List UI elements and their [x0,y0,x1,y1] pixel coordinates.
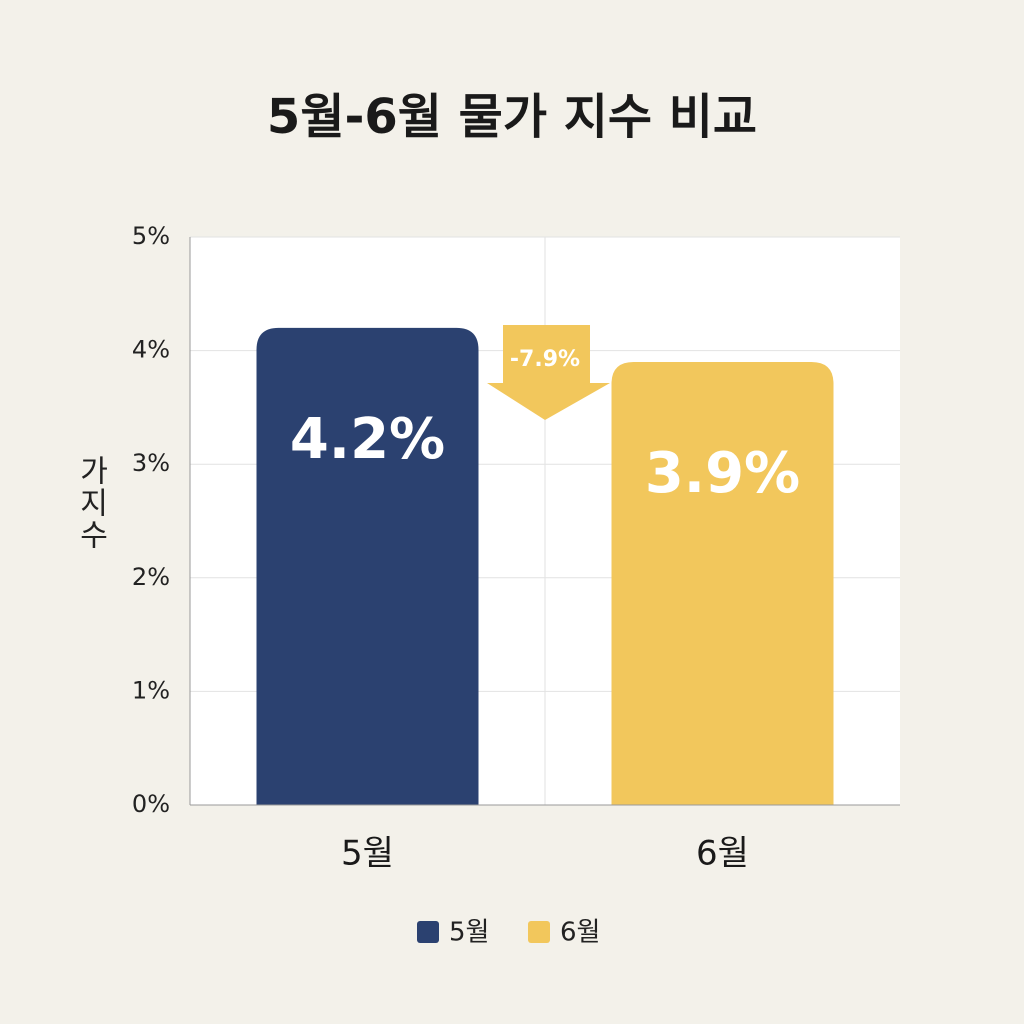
chart-title: 5월-6월 물가 지수 비교 [267,89,757,145]
y-tick-label: 0% [132,790,170,818]
y-tick-label: 4% [132,336,170,364]
bar [611,361,834,805]
x-tick-label: 5월 [341,834,394,874]
y-tick-label: 1% [132,676,170,704]
bar [256,327,479,805]
data-label: 3.9% [645,441,800,506]
legend-swatch [417,921,439,943]
change-arrow [487,325,610,420]
x-tick-label: 6월 [696,834,749,874]
change-annotation: -7.9% [510,347,580,372]
y-tick-label: 5% [132,222,170,250]
y-axis-label: 가지수 [73,455,108,551]
legend-swatch [528,921,550,943]
y-tick-label: 2% [132,563,170,591]
legend-label: 5월 [449,918,489,948]
legend-label: 6월 [560,918,600,948]
y-tick-label: 3% [132,449,170,477]
data-label: 4.2% [290,407,445,472]
